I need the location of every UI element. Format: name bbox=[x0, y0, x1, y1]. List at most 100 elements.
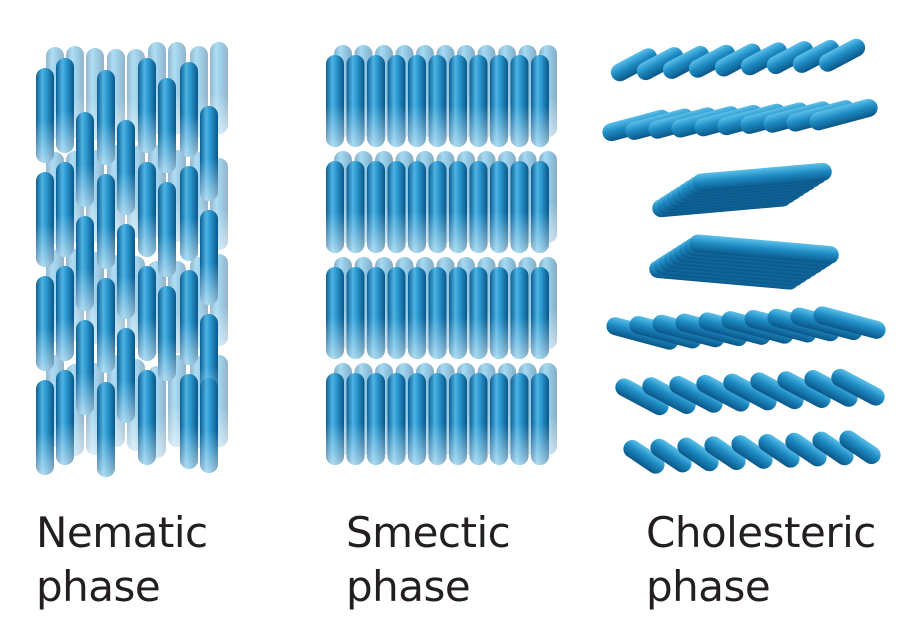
molecule-highlight bbox=[408, 373, 426, 465]
molecule bbox=[804, 370, 858, 407]
molecule-highlight bbox=[367, 373, 385, 465]
molecule-highlight bbox=[367, 267, 385, 359]
molecule-highlight bbox=[326, 161, 344, 253]
nematic-phase-caption: Nematic phase bbox=[36, 506, 208, 614]
cholesteric-caption-line-2: phase bbox=[646, 562, 771, 611]
molecule-highlight bbox=[180, 166, 198, 261]
molecule-highlight bbox=[180, 374, 198, 469]
molecule-highlight bbox=[56, 162, 74, 257]
molecule bbox=[692, 162, 832, 192]
molecule-highlight bbox=[531, 373, 549, 465]
molecule-highlight bbox=[387, 161, 406, 253]
molecule-highlight bbox=[200, 378, 218, 473]
molecule-highlight bbox=[510, 55, 529, 147]
molecule-highlight bbox=[490, 373, 508, 465]
molecule-highlight bbox=[469, 55, 488, 147]
molecule-highlight bbox=[56, 370, 74, 465]
molecule-highlight bbox=[36, 172, 54, 267]
cholesteric-layer bbox=[606, 306, 886, 350]
molecule bbox=[689, 234, 839, 264]
molecule-highlight bbox=[346, 161, 365, 253]
molecule-highlight bbox=[469, 373, 488, 465]
molecule bbox=[650, 438, 692, 473]
nematic-caption-line-2: phase bbox=[36, 562, 161, 611]
molecule-highlight bbox=[449, 161, 467, 253]
molecule-highlight bbox=[180, 62, 198, 157]
molecule-highlight bbox=[531, 267, 549, 359]
cholesteric-layer bbox=[649, 234, 839, 290]
molecule-highlight bbox=[158, 78, 176, 173]
molecule-highlight bbox=[408, 161, 426, 253]
molecule-highlight bbox=[449, 55, 467, 147]
molecule-highlight bbox=[387, 373, 406, 465]
molecule-highlight bbox=[76, 216, 94, 311]
cholesteric-layer bbox=[602, 98, 878, 142]
molecule bbox=[785, 432, 827, 467]
nematic-caption-line-1: Nematic bbox=[36, 508, 208, 557]
molecule-highlight bbox=[428, 373, 447, 465]
cholesteric-caption-line-1: Cholesteric bbox=[646, 508, 876, 557]
molecule-highlight bbox=[36, 68, 54, 163]
molecule bbox=[750, 372, 804, 410]
molecule-highlight bbox=[138, 58, 156, 153]
molecule-highlight bbox=[326, 55, 344, 147]
molecule-highlight bbox=[180, 270, 198, 365]
molecule-highlight bbox=[367, 161, 385, 253]
molecule bbox=[642, 377, 696, 414]
molecule-highlight bbox=[510, 373, 529, 465]
molecule-highlight bbox=[97, 70, 115, 165]
molecule bbox=[809, 98, 878, 131]
molecule bbox=[696, 374, 750, 412]
molecule bbox=[677, 437, 719, 472]
molecule-highlight bbox=[97, 278, 115, 373]
molecule-highlight bbox=[200, 210, 218, 305]
molecule bbox=[818, 38, 866, 72]
molecule-highlight bbox=[97, 382, 115, 477]
molecule-highlight bbox=[531, 161, 549, 253]
molecule-highlight bbox=[117, 328, 135, 423]
smectic-phase-caption: Smectic phase bbox=[346, 506, 511, 614]
molecule-highlight bbox=[367, 55, 385, 147]
molecule-highlight bbox=[36, 276, 54, 371]
molecule-highlight bbox=[138, 370, 156, 465]
molecule bbox=[636, 47, 684, 81]
molecule-highlight bbox=[510, 267, 529, 359]
molecule bbox=[714, 43, 762, 77]
cholesteric-layer bbox=[610, 38, 866, 82]
molecule-highlight bbox=[531, 55, 549, 147]
molecule-highlight bbox=[449, 267, 467, 359]
molecule-highlight bbox=[490, 267, 508, 359]
molecule-highlight bbox=[200, 106, 218, 201]
molecule-highlight bbox=[117, 224, 135, 319]
molecule-highlight bbox=[76, 112, 94, 207]
molecule bbox=[839, 430, 881, 465]
molecule bbox=[615, 378, 669, 416]
cholesteric-layer bbox=[652, 162, 832, 218]
cholesteric-molecules bbox=[602, 38, 886, 474]
molecule-highlight bbox=[158, 182, 176, 277]
molecule bbox=[813, 306, 886, 339]
molecule-highlight bbox=[346, 373, 365, 465]
molecule bbox=[662, 45, 710, 79]
molecule bbox=[723, 373, 777, 411]
molecule-highlight bbox=[490, 161, 508, 253]
smectic-caption-line-1: Smectic bbox=[346, 508, 511, 557]
molecule-highlight bbox=[76, 320, 94, 415]
molecule-highlight bbox=[117, 120, 135, 215]
molecule bbox=[731, 435, 773, 469]
molecule-highlight bbox=[387, 267, 406, 359]
molecule-highlight bbox=[56, 266, 74, 361]
molecule bbox=[704, 436, 746, 471]
molecule-highlight bbox=[490, 55, 508, 147]
molecule-highlight bbox=[346, 267, 365, 359]
molecule bbox=[740, 42, 788, 76]
nematic-molecules bbox=[36, 42, 228, 477]
molecule-highlight bbox=[158, 286, 176, 381]
molecule-highlight bbox=[326, 267, 344, 359]
molecule-highlight bbox=[138, 266, 156, 361]
molecule-highlight bbox=[387, 55, 406, 147]
cholesteric-layer bbox=[615, 368, 885, 416]
molecule bbox=[792, 39, 840, 73]
molecule-highlight bbox=[449, 373, 467, 465]
